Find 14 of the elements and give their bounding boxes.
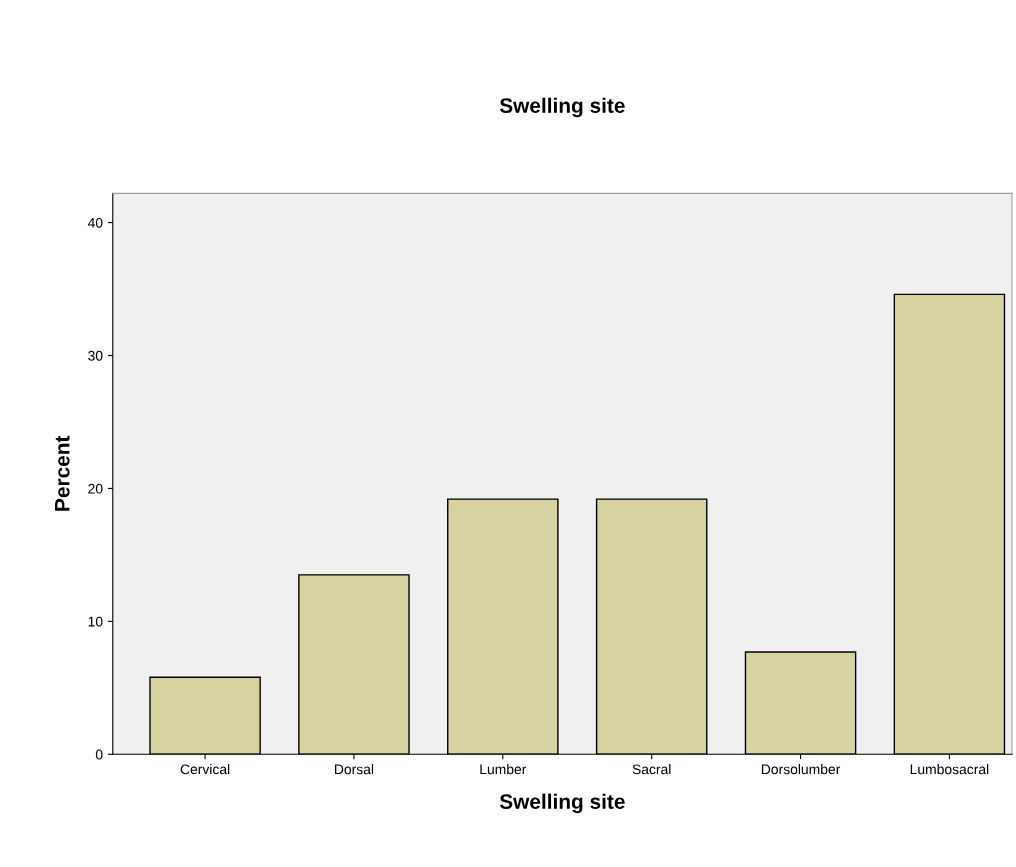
x-tick-label: Cervical [180,764,230,775]
y-axis-title: Percent [55,435,70,511]
y-tick-label: 30 [88,350,103,361]
x-tick-label: Sacral [632,764,671,775]
y-tick-label: 10 [88,616,103,627]
x-tick-label: Dorsal [335,764,374,775]
y-tick-label: 40 [87,217,103,228]
y-tick-label: 20 [88,483,103,494]
x-axis-title: Swelling site [499,793,625,814]
chart-title: Swelling site [499,97,625,118]
x-tick-label: Lumber [480,764,527,775]
x-tick-label: Lumbosacral [910,764,989,775]
y-tick-label: 0 [95,749,103,760]
x-tick-label: Dorsolumber [761,764,841,775]
